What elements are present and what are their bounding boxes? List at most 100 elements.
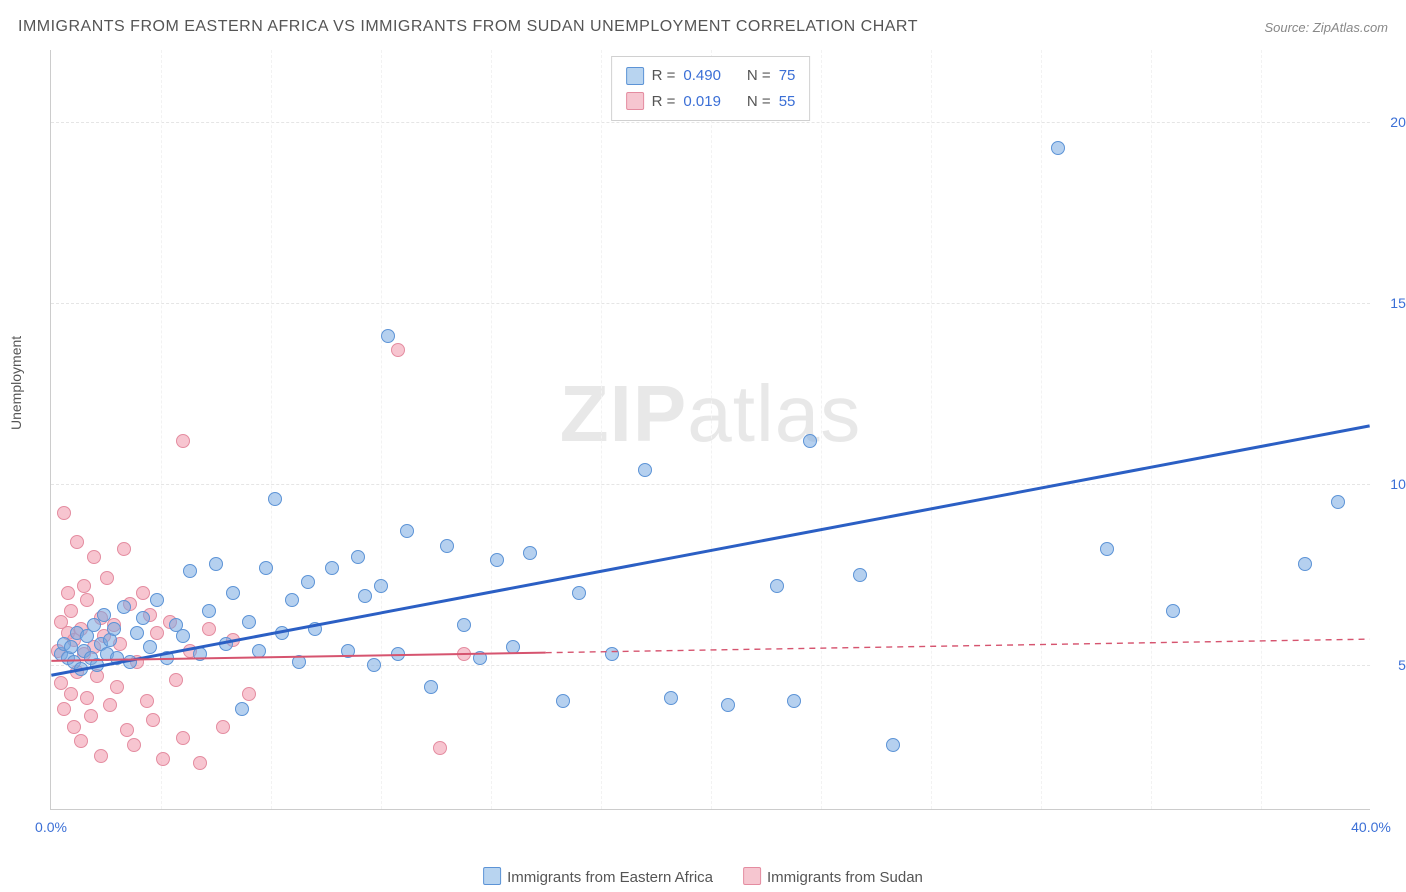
eastern-africa-point xyxy=(1331,495,1345,509)
stat-r-label: R = xyxy=(652,63,676,89)
stats-legend: R =0.490N =75R =0.019N =55 xyxy=(611,56,811,121)
stat-n-label: N = xyxy=(747,89,771,115)
sudan-point xyxy=(64,687,78,701)
stat-n-value: 75 xyxy=(779,63,796,89)
sudan-point xyxy=(136,586,150,600)
y-axis-label: Unemployment xyxy=(8,336,24,430)
eastern-africa-point xyxy=(226,586,240,600)
sudan-point xyxy=(84,709,98,723)
watermark-rest: atlas xyxy=(687,369,861,458)
eastern-africa-point xyxy=(143,640,157,654)
sudan-point xyxy=(216,720,230,734)
sudan-point xyxy=(70,535,84,549)
stats-legend-row: R =0.490N =75 xyxy=(626,63,796,89)
legend-swatch xyxy=(483,867,501,885)
sudan-point xyxy=(176,434,190,448)
eastern-africa-point xyxy=(285,593,299,607)
eastern-africa-point xyxy=(117,600,131,614)
stat-r-value: 0.019 xyxy=(683,89,721,115)
eastern-africa-point xyxy=(235,702,249,716)
eastern-africa-point xyxy=(886,738,900,752)
eastern-africa-point xyxy=(1100,542,1114,556)
sudan-point xyxy=(94,749,108,763)
eastern-africa-point xyxy=(358,589,372,603)
y-tick-label: 15.0% xyxy=(1376,295,1406,311)
eastern-africa-point xyxy=(1051,141,1065,155)
legend-item: Immigrants from Sudan xyxy=(743,867,923,886)
stats-legend-row: R =0.019N =55 xyxy=(626,89,796,115)
sudan-point xyxy=(117,542,131,556)
sudan-point xyxy=(80,593,94,607)
eastern-africa-point xyxy=(252,644,266,658)
sudan-point xyxy=(193,756,207,770)
x-tick-label: 0.0% xyxy=(35,819,67,835)
grid-line-v xyxy=(1151,50,1152,809)
grid-line-v xyxy=(491,50,492,809)
sudan-point xyxy=(156,752,170,766)
sudan-point xyxy=(242,687,256,701)
eastern-africa-point xyxy=(853,568,867,582)
sudan-point xyxy=(103,698,117,712)
eastern-africa-point xyxy=(123,655,137,669)
eastern-africa-point xyxy=(787,694,801,708)
eastern-africa-point xyxy=(275,626,289,640)
grid-line-v xyxy=(271,50,272,809)
eastern-africa-point xyxy=(506,640,520,654)
eastern-africa-point xyxy=(110,651,124,665)
sudan-point xyxy=(176,731,190,745)
eastern-africa-point xyxy=(325,561,339,575)
sudan-point xyxy=(74,734,88,748)
eastern-africa-point xyxy=(473,651,487,665)
stat-n-label: N = xyxy=(747,63,771,89)
source-label: Source: ZipAtlas.com xyxy=(1264,20,1388,35)
eastern-africa-point xyxy=(523,546,537,560)
eastern-africa-point xyxy=(301,575,315,589)
eastern-africa-point xyxy=(130,626,144,640)
eastern-africa-point xyxy=(770,579,784,593)
grid-line-v xyxy=(1261,50,1262,809)
eastern-africa-point xyxy=(605,647,619,661)
eastern-africa-point xyxy=(160,651,174,665)
sudan-point xyxy=(64,604,78,618)
sudan-point xyxy=(61,586,75,600)
eastern-africa-point xyxy=(351,550,365,564)
eastern-africa-point xyxy=(308,622,322,636)
sudan-point xyxy=(140,694,154,708)
sudan-point xyxy=(57,506,71,520)
eastern-africa-point xyxy=(150,593,164,607)
y-tick-label: 20.0% xyxy=(1376,114,1406,130)
sudan-point xyxy=(202,622,216,636)
grid-line-v xyxy=(1041,50,1042,809)
eastern-africa-point xyxy=(209,557,223,571)
eastern-africa-point xyxy=(1166,604,1180,618)
grid-line-v xyxy=(821,50,822,809)
eastern-africa-point xyxy=(268,492,282,506)
sudan-point xyxy=(127,738,141,752)
eastern-africa-point xyxy=(242,615,256,629)
sudan-point xyxy=(100,571,114,585)
legend-label: Immigrants from Eastern Africa xyxy=(507,869,713,886)
eastern-africa-point xyxy=(259,561,273,575)
eastern-africa-point xyxy=(292,655,306,669)
sudan-point xyxy=(87,550,101,564)
bottom-legend: Immigrants from Eastern Africa Immigrants… xyxy=(483,867,923,886)
eastern-africa-point xyxy=(367,658,381,672)
eastern-africa-point xyxy=(490,553,504,567)
eastern-africa-point xyxy=(64,640,78,654)
eastern-africa-point xyxy=(183,564,197,578)
eastern-africa-point xyxy=(638,463,652,477)
eastern-africa-point xyxy=(664,691,678,705)
legend-label: Immigrants from Sudan xyxy=(767,869,923,886)
sudan-point xyxy=(110,680,124,694)
eastern-africa-point xyxy=(374,579,388,593)
eastern-africa-point xyxy=(400,524,414,538)
sudan-point xyxy=(120,723,134,737)
sudan-point xyxy=(150,626,164,640)
sudan-point xyxy=(169,673,183,687)
stat-n-value: 55 xyxy=(779,89,796,115)
y-tick-label: 10.0% xyxy=(1376,476,1406,492)
x-tick-label: 40.0% xyxy=(1351,819,1391,835)
plot-area: ZIPatlas R =0.490N =75R =0.019N =55 5.0%… xyxy=(50,50,1370,810)
eastern-africa-point xyxy=(803,434,817,448)
legend-item: Immigrants from Eastern Africa xyxy=(483,867,713,886)
